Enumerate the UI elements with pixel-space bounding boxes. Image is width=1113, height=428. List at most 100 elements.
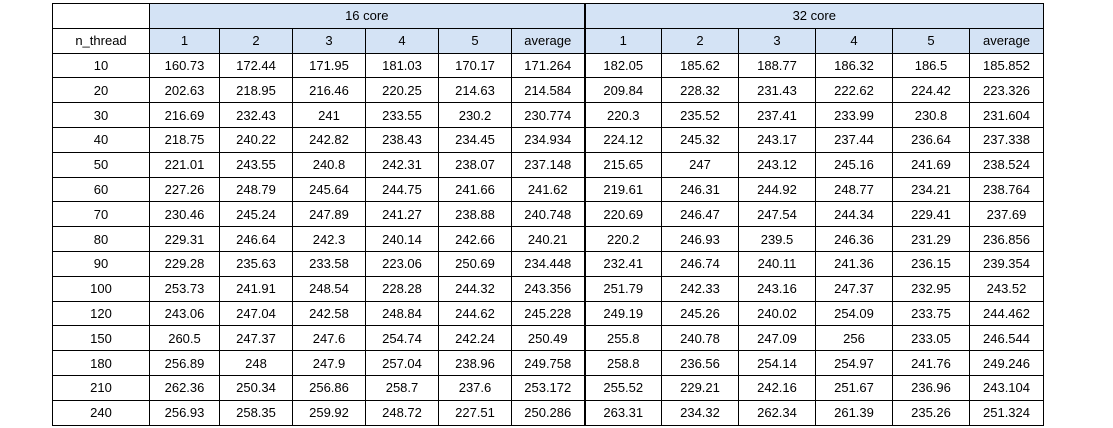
value-cell: 240.8 [292,151,366,178]
value-cell: 239.5 [738,226,816,252]
value-cell: 235.63 [219,250,293,277]
value-cell: 242.66 [438,226,512,252]
value-cell: 232.95 [892,275,970,302]
value-cell: 171.95 [292,52,366,79]
value-cell: 254.09 [815,300,893,327]
value-cell: 246.36 [815,226,893,252]
value-cell: 219.61 [583,176,662,203]
average-cell: 238.764 [969,176,1044,203]
value-cell: 256.89 [149,350,220,376]
value-cell: 233.99 [815,102,893,128]
thread-count-cell: 90 [52,250,150,277]
corner-cell [52,3,150,29]
thread-count-cell: 120 [52,300,150,327]
table-row: 80 229.31 246.64 242.3 240.14 242.66 240.21 220… [52,226,1044,252]
value-cell: 237.6 [438,374,512,401]
value-cell: 250.34 [219,374,293,401]
value-cell: 229.31 [149,226,220,252]
average-cell: 223.326 [969,77,1044,104]
value-cell: 244.34 [815,201,893,228]
value-cell: 170.17 [438,52,512,79]
value-cell: 248.54 [292,275,366,302]
table-container: 16 core 32 core n_thread 1 2 3 4 5 avera… [52,3,1044,426]
value-cell: 245.64 [292,176,366,203]
column-header: 5 [438,27,512,54]
average-cell: 249.758 [511,350,585,376]
value-cell: 238.88 [438,201,512,228]
value-cell: 236.96 [892,374,970,401]
value-cell: 231.43 [738,77,816,104]
value-cell: 241.27 [365,201,439,228]
value-cell: 235.52 [661,102,739,128]
value-cell: 243.12 [738,151,816,178]
value-cell: 248.77 [815,176,893,203]
value-cell: 181.03 [365,52,439,79]
column-header: 2 [219,27,293,54]
value-cell: 254.74 [365,325,439,352]
value-cell: 241.91 [219,275,293,302]
thread-count-cell: 40 [52,126,150,153]
value-cell: 229.28 [149,250,220,277]
value-cell: 182.05 [583,52,662,79]
value-cell: 247.04 [219,300,293,327]
value-cell: 186.5 [892,52,970,79]
table-row: 120 243.06 247.04 242.58 248.84 244.62 245.228… [52,300,1044,327]
value-cell: 262.36 [149,374,220,401]
value-cell: 248 [219,350,293,376]
value-cell: 244.92 [738,176,816,203]
value-cell: 254.14 [738,350,816,376]
value-cell: 255.8 [583,325,662,352]
value-cell: 244.32 [438,275,512,302]
value-cell: 253.73 [149,275,220,302]
value-cell: 237.41 [738,102,816,128]
value-cell: 232.41 [583,250,662,277]
value-cell: 247.6 [292,325,366,352]
value-cell: 241.66 [438,176,512,203]
value-cell: 218.95 [219,77,293,104]
value-cell: 240.02 [738,300,816,327]
value-cell: 242.24 [438,325,512,352]
value-cell: 243.17 [738,126,816,153]
average-cell: 234.448 [511,250,585,277]
value-cell: 243.16 [738,275,816,302]
value-cell: 236.15 [892,250,970,277]
value-cell: 247.89 [292,201,366,228]
average-cell: 240.21 [511,226,585,252]
table-row: 150 260.5 247.37 247.6 254.74 242.24 250.49 255… [52,325,1044,352]
column-header: 3 [738,27,816,54]
value-cell: 263.31 [583,399,662,426]
value-cell: 185.62 [661,52,739,79]
value-cell: 233.55 [365,102,439,128]
value-cell: 247.09 [738,325,816,352]
value-cell: 188.77 [738,52,816,79]
value-cell: 222.62 [815,77,893,104]
value-cell: 186.32 [815,52,893,79]
value-cell: 255.52 [583,374,662,401]
thread-count-cell: 30 [52,102,150,128]
thread-count-cell: 150 [52,325,150,352]
group-header-32-core: 32 core [583,3,1044,29]
value-cell: 244.75 [365,176,439,203]
value-cell: 202.63 [149,77,220,104]
value-cell: 244.62 [438,300,512,327]
value-cell: 245.26 [661,300,739,327]
value-cell: 218.75 [149,126,220,153]
value-cell: 227.51 [438,399,512,426]
value-cell: 160.73 [149,52,220,79]
table-row: 10 160.73 172.44 171.95 181.03 170.17 171.264 1… [52,52,1044,79]
thread-count-cell: 180 [52,350,150,376]
value-cell: 261.39 [815,399,893,426]
thread-count-cell: 70 [52,201,150,228]
column-header: 3 [292,27,366,54]
thread-count-cell: 80 [52,226,150,252]
value-cell: 246.74 [661,250,739,277]
value-cell: 248.79 [219,176,293,203]
column-header: 4 [365,27,439,54]
value-cell: 220.3 [583,102,662,128]
value-cell: 230.8 [892,102,970,128]
value-cell: 241 [292,102,366,128]
value-cell: 216.69 [149,102,220,128]
value-cell: 258.7 [365,374,439,401]
average-cell: 171.264 [511,52,585,79]
table-row: 30 216.69 232.43 241 233.55 230.2 230.774 220.3… [52,102,1044,128]
